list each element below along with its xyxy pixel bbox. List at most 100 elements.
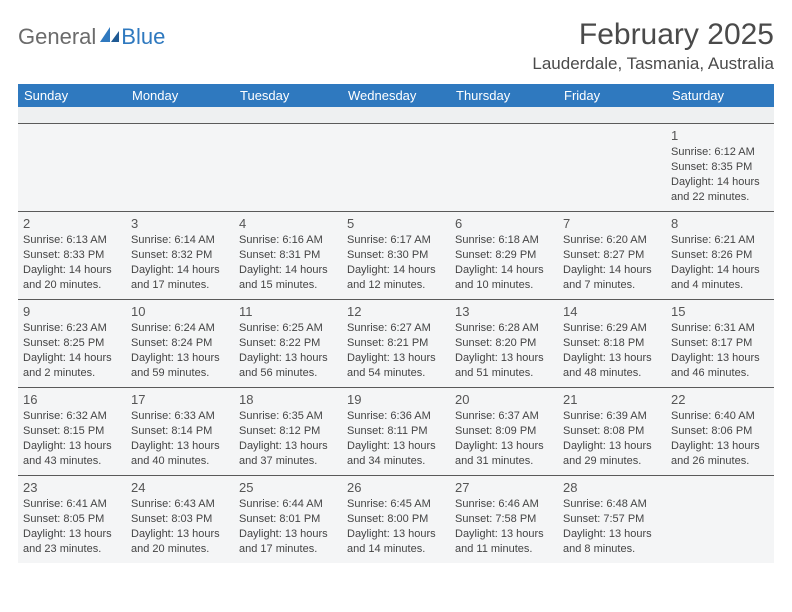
sunrise-text: Sunrise: 6:35 AM (239, 409, 337, 424)
daylight-text: Daylight: 13 hours and 46 minutes. (671, 351, 769, 381)
header: General Blue February 2025 Lauderdale, T… (18, 18, 774, 74)
day-number: 15 (671, 303, 769, 321)
calendar-table: Sunday Monday Tuesday Wednesday Thursday… (18, 84, 774, 563)
calendar-body: 1Sunrise: 6:12 AMSunset: 8:35 PMDaylight… (18, 107, 774, 563)
daylight-text: Daylight: 13 hours and 56 minutes. (239, 351, 337, 381)
calendar-week-row: 2Sunrise: 6:13 AMSunset: 8:33 PMDaylight… (18, 211, 774, 299)
sunrise-text: Sunrise: 6:44 AM (239, 497, 337, 512)
calendar-week-row: 16Sunrise: 6:32 AMSunset: 8:15 PMDayligh… (18, 387, 774, 475)
calendar-empty-cell (126, 123, 234, 211)
sunset-text: Sunset: 8:17 PM (671, 336, 769, 351)
calendar-day-cell: 9Sunrise: 6:23 AMSunset: 8:25 PMDaylight… (18, 299, 126, 387)
sunset-text: Sunset: 8:35 PM (671, 160, 769, 175)
sunrise-text: Sunrise: 6:23 AM (23, 321, 121, 336)
calendar-empty-cell (450, 123, 558, 211)
sunrise-text: Sunrise: 6:24 AM (131, 321, 229, 336)
calendar-day-cell: 7Sunrise: 6:20 AMSunset: 8:27 PMDaylight… (558, 211, 666, 299)
daylight-text: Daylight: 13 hours and 51 minutes. (455, 351, 553, 381)
sunrise-text: Sunrise: 6:18 AM (455, 233, 553, 248)
sunrise-text: Sunrise: 6:27 AM (347, 321, 445, 336)
day-number: 1 (671, 127, 769, 145)
calendar-day-cell: 12Sunrise: 6:27 AMSunset: 8:21 PMDayligh… (342, 299, 450, 387)
calendar-empty-cell (558, 123, 666, 211)
calendar-day-cell: 28Sunrise: 6:48 AMSunset: 7:57 PMDayligh… (558, 475, 666, 563)
weekday-header: Sunday (18, 84, 126, 107)
sunrise-text: Sunrise: 6:20 AM (563, 233, 661, 248)
sunrise-text: Sunrise: 6:43 AM (131, 497, 229, 512)
sunrise-text: Sunrise: 6:14 AM (131, 233, 229, 248)
weekday-header: Tuesday (234, 84, 342, 107)
calendar-day-cell: 6Sunrise: 6:18 AMSunset: 8:29 PMDaylight… (450, 211, 558, 299)
calendar-day-cell: 2Sunrise: 6:13 AMSunset: 8:33 PMDaylight… (18, 211, 126, 299)
day-number: 21 (563, 391, 661, 409)
daylight-text: Daylight: 13 hours and 59 minutes. (131, 351, 229, 381)
daylight-text: Daylight: 13 hours and 43 minutes. (23, 439, 121, 469)
calendar-day-cell: 17Sunrise: 6:33 AMSunset: 8:14 PMDayligh… (126, 387, 234, 475)
sunset-text: Sunset: 7:57 PM (563, 512, 661, 527)
calendar-day-cell: 14Sunrise: 6:29 AMSunset: 8:18 PMDayligh… (558, 299, 666, 387)
sunrise-text: Sunrise: 6:28 AM (455, 321, 553, 336)
daylight-text: Daylight: 13 hours and 37 minutes. (239, 439, 337, 469)
sunset-text: Sunset: 8:27 PM (563, 248, 661, 263)
day-number: 23 (23, 479, 121, 497)
sunset-text: Sunset: 8:14 PM (131, 424, 229, 439)
daylight-text: Daylight: 13 hours and 8 minutes. (563, 527, 661, 557)
sunset-text: Sunset: 8:03 PM (131, 512, 229, 527)
calendar-day-cell: 5Sunrise: 6:17 AMSunset: 8:30 PMDaylight… (342, 211, 450, 299)
sunrise-text: Sunrise: 6:48 AM (563, 497, 661, 512)
daylight-text: Daylight: 14 hours and 15 minutes. (239, 263, 337, 293)
sunset-text: Sunset: 8:11 PM (347, 424, 445, 439)
calendar-day-cell: 16Sunrise: 6:32 AMSunset: 8:15 PMDayligh… (18, 387, 126, 475)
sunrise-text: Sunrise: 6:17 AM (347, 233, 445, 248)
day-number: 24 (131, 479, 229, 497)
title-block: February 2025 Lauderdale, Tasmania, Aust… (532, 18, 774, 74)
weekday-header: Thursday (450, 84, 558, 107)
calendar-day-cell: 13Sunrise: 6:28 AMSunset: 8:20 PMDayligh… (450, 299, 558, 387)
day-number: 19 (347, 391, 445, 409)
calendar-day-cell: 26Sunrise: 6:45 AMSunset: 8:00 PMDayligh… (342, 475, 450, 563)
daylight-text: Daylight: 13 hours and 31 minutes. (455, 439, 553, 469)
calendar-day-cell: 27Sunrise: 6:46 AMSunset: 7:58 PMDayligh… (450, 475, 558, 563)
logo-text-general: General (18, 24, 96, 50)
calendar-day-cell: 23Sunrise: 6:41 AMSunset: 8:05 PMDayligh… (18, 475, 126, 563)
day-number: 17 (131, 391, 229, 409)
calendar-day-cell: 3Sunrise: 6:14 AMSunset: 8:32 PMDaylight… (126, 211, 234, 299)
sunset-text: Sunset: 8:12 PM (239, 424, 337, 439)
calendar-header-row: Sunday Monday Tuesday Wednesday Thursday… (18, 84, 774, 107)
calendar-week-row: 23Sunrise: 6:41 AMSunset: 8:05 PMDayligh… (18, 475, 774, 563)
daylight-text: Daylight: 13 hours and 17 minutes. (239, 527, 337, 557)
day-number: 20 (455, 391, 553, 409)
daylight-text: Daylight: 13 hours and 34 minutes. (347, 439, 445, 469)
day-number: 16 (23, 391, 121, 409)
sunrise-text: Sunrise: 6:41 AM (23, 497, 121, 512)
sunset-text: Sunset: 8:20 PM (455, 336, 553, 351)
sunset-text: Sunset: 8:09 PM (455, 424, 553, 439)
sunrise-text: Sunrise: 6:45 AM (347, 497, 445, 512)
sunset-text: Sunset: 8:18 PM (563, 336, 661, 351)
sunrise-text: Sunrise: 6:40 AM (671, 409, 769, 424)
logo-text-blue: Blue (121, 24, 165, 50)
sunrise-text: Sunrise: 6:13 AM (23, 233, 121, 248)
sunrise-text: Sunrise: 6:21 AM (671, 233, 769, 248)
daylight-text: Daylight: 14 hours and 2 minutes. (23, 351, 121, 381)
day-number: 25 (239, 479, 337, 497)
calendar-day-cell: 1Sunrise: 6:12 AMSunset: 8:35 PMDaylight… (666, 123, 774, 211)
daylight-text: Daylight: 13 hours and 48 minutes. (563, 351, 661, 381)
weekday-header: Wednesday (342, 84, 450, 107)
calendar-empty-cell (666, 475, 774, 563)
sunset-text: Sunset: 8:08 PM (563, 424, 661, 439)
day-number: 8 (671, 215, 769, 233)
day-number: 2 (23, 215, 121, 233)
calendar-day-cell: 25Sunrise: 6:44 AMSunset: 8:01 PMDayligh… (234, 475, 342, 563)
logo: General Blue (18, 24, 165, 50)
day-number: 14 (563, 303, 661, 321)
day-number: 27 (455, 479, 553, 497)
calendar-day-cell: 11Sunrise: 6:25 AMSunset: 8:22 PMDayligh… (234, 299, 342, 387)
sunrise-text: Sunrise: 6:39 AM (563, 409, 661, 424)
daylight-text: Daylight: 13 hours and 26 minutes. (671, 439, 769, 469)
day-number: 13 (455, 303, 553, 321)
day-number: 6 (455, 215, 553, 233)
daylight-text: Daylight: 14 hours and 12 minutes. (347, 263, 445, 293)
day-number: 22 (671, 391, 769, 409)
daylight-text: Daylight: 13 hours and 40 minutes. (131, 439, 229, 469)
